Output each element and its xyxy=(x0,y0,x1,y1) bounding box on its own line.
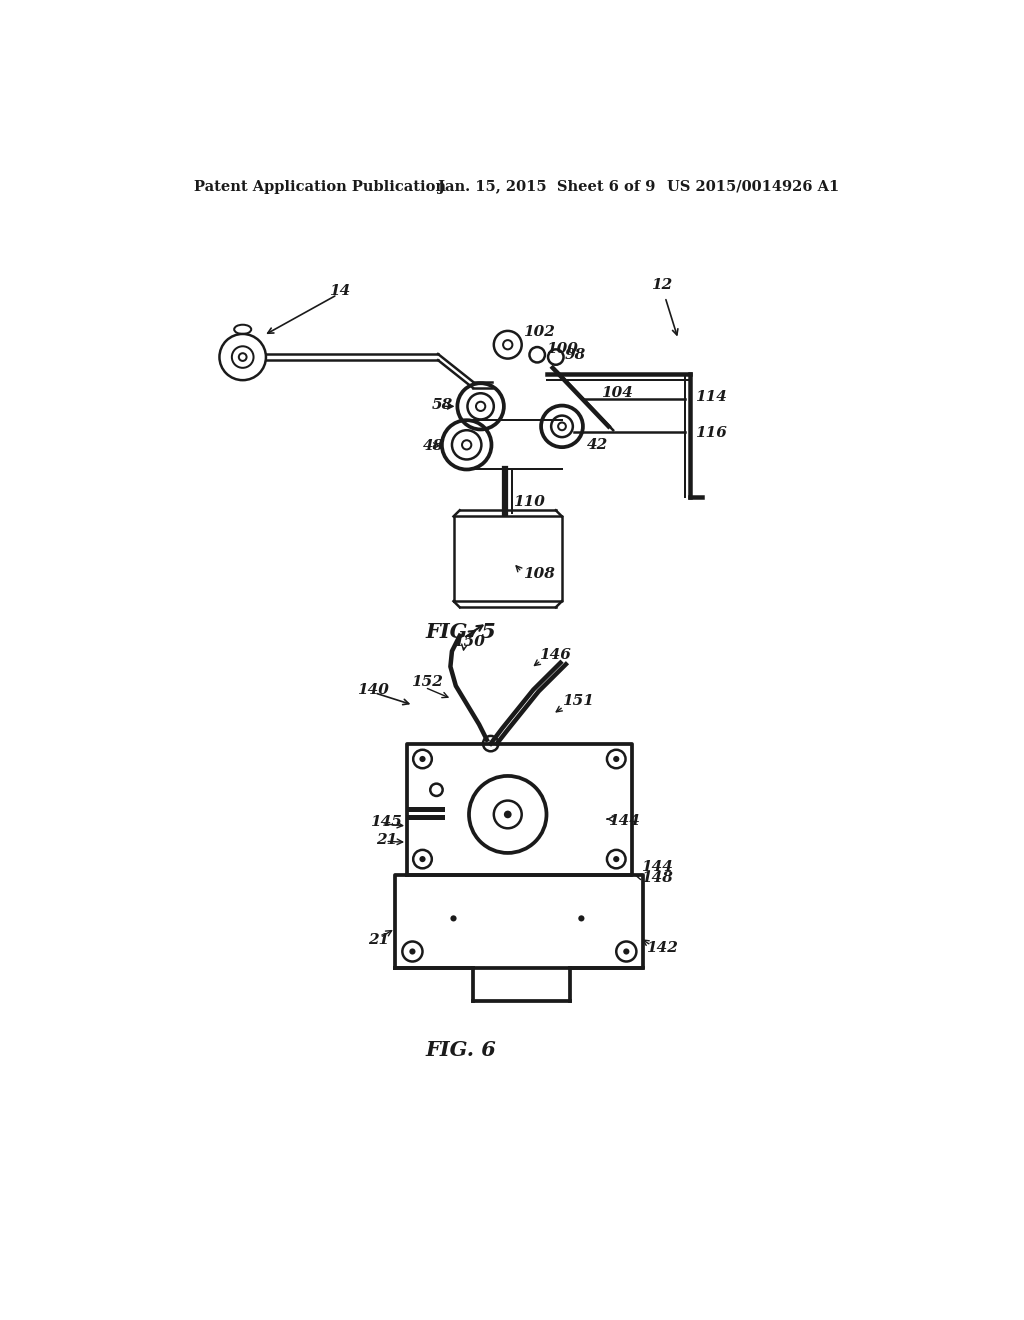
Text: 144: 144 xyxy=(608,813,640,828)
Circle shape xyxy=(613,857,620,862)
Circle shape xyxy=(579,915,585,921)
Text: 145: 145 xyxy=(370,816,401,829)
Text: 116: 116 xyxy=(695,426,727,441)
Text: 48: 48 xyxy=(423,438,443,453)
Text: Jan. 15, 2015  Sheet 6 of 9: Jan. 15, 2015 Sheet 6 of 9 xyxy=(438,180,655,194)
Text: 140: 140 xyxy=(356,682,388,697)
Text: 150: 150 xyxy=(454,635,485,649)
Text: FIG. 5: FIG. 5 xyxy=(426,622,497,642)
Text: 98: 98 xyxy=(565,347,587,362)
Text: Patent Application Publication: Patent Application Publication xyxy=(194,180,445,194)
Text: US 2015/0014926 A1: US 2015/0014926 A1 xyxy=(667,180,839,194)
Circle shape xyxy=(410,948,416,954)
Circle shape xyxy=(420,857,426,862)
Text: 21: 21 xyxy=(369,933,389,946)
Text: 14: 14 xyxy=(330,284,351,298)
Circle shape xyxy=(613,756,620,762)
Text: 12: 12 xyxy=(651,279,673,293)
Text: 144: 144 xyxy=(641,859,673,874)
Text: 58: 58 xyxy=(432,397,453,412)
Text: 142: 142 xyxy=(646,941,678,954)
Circle shape xyxy=(451,915,457,921)
Text: 146: 146 xyxy=(539,648,570,663)
Text: 100: 100 xyxy=(547,342,579,356)
Text: FIG. 6: FIG. 6 xyxy=(426,1040,497,1060)
Circle shape xyxy=(420,756,426,762)
Text: 110: 110 xyxy=(513,495,545,508)
Text: 102: 102 xyxy=(523,325,555,339)
Text: 114: 114 xyxy=(695,391,727,404)
Text: 152: 152 xyxy=(411,675,442,689)
Text: 148: 148 xyxy=(641,871,673,886)
Text: 108: 108 xyxy=(523,568,555,581)
Text: 151: 151 xyxy=(562,694,594,709)
Text: 21: 21 xyxy=(376,833,397,847)
Text: 104: 104 xyxy=(601,387,633,400)
Text: 42: 42 xyxy=(587,438,608,451)
Circle shape xyxy=(624,948,630,954)
Circle shape xyxy=(504,810,512,818)
